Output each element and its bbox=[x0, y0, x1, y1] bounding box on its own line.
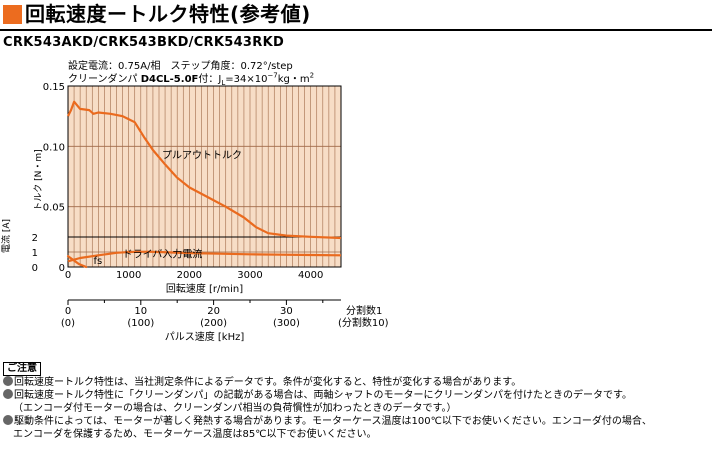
note-item: 回転速度ートルク特性に「クリーンダンパ」の記載がある場合は、両軸シャフトのモータ… bbox=[3, 389, 711, 402]
torque-tick-label: 0 bbox=[59, 263, 65, 274]
bullet-icon bbox=[3, 389, 13, 399]
pulse-tick-label: 20 bbox=[207, 306, 220, 317]
damper-model: D4CL-5.0F bbox=[140, 74, 199, 85]
damper-prefix: クリーンダンパ bbox=[68, 74, 141, 85]
pulse-axis-label: パルス速度 [kHz] bbox=[165, 330, 245, 343]
inertia-prefix: 付：J bbox=[198, 74, 222, 85]
fs-curve bbox=[66, 255, 88, 269]
pullout-torque-curve bbox=[67, 100, 342, 240]
pulse-tick-label-div10: (200) bbox=[200, 318, 227, 329]
pulse-tick-label: 10 bbox=[134, 306, 147, 317]
condition-line-1: 設定電流：0.75A/相 ステップ角度：0.72°/step bbox=[68, 61, 293, 72]
x-axis-label: 回転速度 [r/min] bbox=[166, 282, 243, 295]
notes-list: 回転速度ートルク特性は、当社測定条件によるデータです。条件が変化すると、特性が変… bbox=[3, 376, 711, 441]
header-accent-square bbox=[3, 5, 22, 24]
x-tick-label: 0 bbox=[65, 270, 71, 281]
current-axis-label: 電流 [A] bbox=[0, 219, 12, 253]
torque-axis-label: トルク [N・m] bbox=[33, 149, 44, 210]
page-title: 回転速度ートルク特性(参考値) bbox=[25, 2, 311, 26]
driver-current-curve bbox=[67, 250, 342, 263]
header-rule bbox=[0, 29, 712, 31]
plot-frame bbox=[67, 85, 342, 268]
pulse-tick-label-div10: (100) bbox=[127, 318, 154, 329]
condition-line-2: クリーンダンパ D4CL-5.0F付：JL=34×10−7kg・m2 bbox=[68, 70, 314, 87]
current-tick-label: 1 bbox=[32, 248, 38, 259]
inertia-unit-exponent: 2 bbox=[309, 71, 315, 80]
inertia-value: =34×10 bbox=[225, 74, 268, 85]
x-tick-label: 2000 bbox=[177, 270, 202, 281]
pulse-tick-label: 30 bbox=[280, 306, 293, 317]
pulse-tick-label-div10: (0) bbox=[61, 318, 75, 329]
bullet-icon bbox=[3, 376, 13, 386]
pulse-div1-label: 分割数1 bbox=[346, 304, 382, 317]
inertia-unit: kg・m bbox=[277, 74, 310, 85]
x-tick-label: 1000 bbox=[116, 270, 141, 281]
current-tick-label: 0 bbox=[32, 263, 38, 274]
x-tick-label: 3000 bbox=[237, 270, 262, 281]
inertia-subscript: L bbox=[221, 79, 226, 87]
current-tick-label: 2 bbox=[32, 233, 38, 244]
driver-current-label: ドライバ入力電流 bbox=[123, 248, 203, 261]
torque-tick-label: 0.15 bbox=[43, 82, 65, 93]
notes-title: ご注意 bbox=[3, 362, 41, 376]
note-item: （エンコーダ付モーターの場合は、クリーンダンパ相当の負荷慣性が加わったときのデー… bbox=[13, 403, 457, 414]
note-item: エンコーダを保護するため、モーターケース温度は85℃以下でお使いください。 bbox=[13, 429, 377, 440]
pulse-div10-label: (分割数10) bbox=[338, 316, 389, 329]
note-item: 駆動条件によっては、モーターが著しく発熱する場合があります。モーターケース温度は… bbox=[3, 415, 711, 428]
pullout-torque-label: プルアウトトルク bbox=[162, 149, 242, 161]
x-tick-label: 4000 bbox=[298, 270, 323, 281]
model-name: CRK543AKD/CRK543BKD/CRK543RKD bbox=[3, 35, 285, 50]
fs-label: fs bbox=[93, 256, 102, 267]
torque-tick-label: 0.10 bbox=[43, 142, 65, 153]
note-item: 回転速度ートルク特性は、当社測定条件によるデータです。条件が変化すると、特性が変… bbox=[3, 376, 711, 389]
bullet-icon bbox=[3, 415, 13, 425]
torque-tick-label: 0.05 bbox=[43, 203, 65, 214]
pulse-tick-label: 0 bbox=[65, 306, 71, 317]
pulse-tick-label-div10: (300) bbox=[273, 318, 300, 329]
inertia-exponent: −7 bbox=[267, 71, 278, 80]
